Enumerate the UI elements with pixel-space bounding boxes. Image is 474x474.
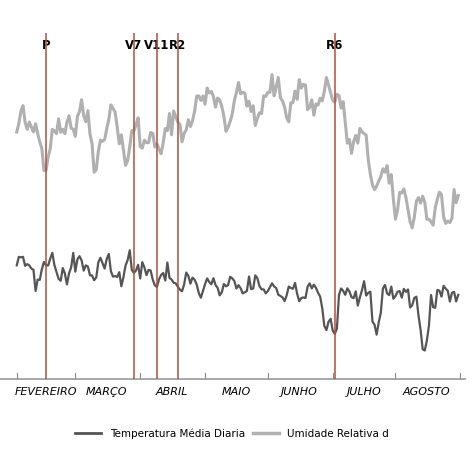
Text: V11: V11 bbox=[144, 39, 170, 53]
Text: R6: R6 bbox=[326, 39, 344, 53]
Text: R2: R2 bbox=[169, 39, 186, 53]
Text: P: P bbox=[42, 39, 50, 53]
Legend: Temperatura Média Diaria, Umidade Relativa d: Temperatura Média Diaria, Umidade Relati… bbox=[71, 424, 393, 443]
Text: V7: V7 bbox=[125, 39, 143, 53]
